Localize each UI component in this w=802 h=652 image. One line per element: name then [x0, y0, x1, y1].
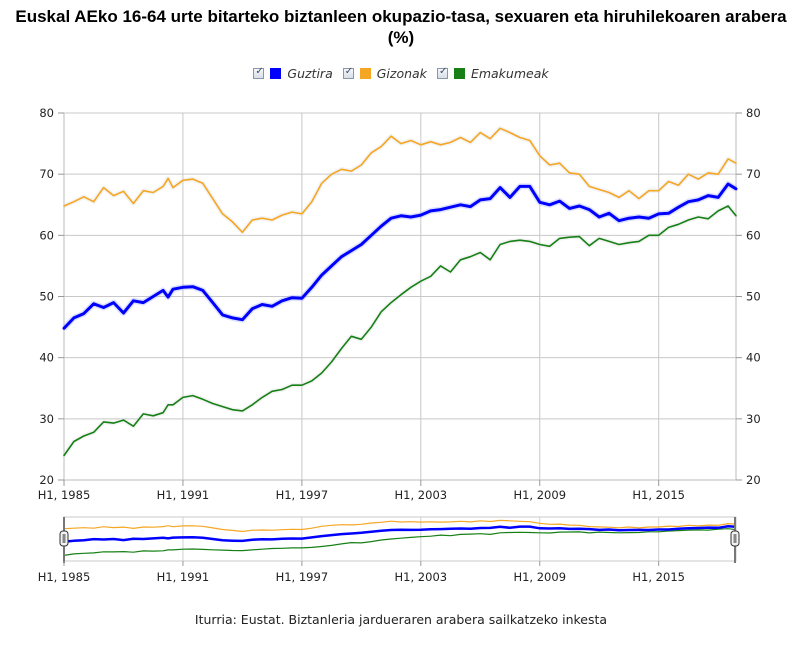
grip-icon — [62, 534, 66, 543]
y-tick-label-right: 70 — [746, 167, 761, 181]
x-axis: H1, 1985 H1, 1991 H1, 1997 H1, 2003 H1, 2009… — [38, 480, 685, 502]
navigator-line-gizonak — [63, 519, 737, 533]
legend-item-emakumeak[interactable]: Emakumeak — [436, 66, 549, 81]
series-line-gizonak — [63, 127, 737, 234]
navigator-x-tick-label: H1, 1997 — [276, 570, 329, 584]
series-line-emakumeak — [63, 205, 737, 457]
legend-swatch-emakumeak — [453, 68, 465, 79]
legend-label-emakumeak: Emakumeak — [470, 66, 549, 81]
legend-swatch-gizonak — [359, 68, 371, 79]
grip-icon — [733, 534, 737, 543]
legend-label-guztira: Guztira — [287, 66, 333, 81]
navigator-line-guztira — [63, 525, 737, 544]
y-tick-label-right: 50 — [746, 290, 761, 304]
y-tick-label: 60 — [39, 228, 54, 242]
x-tick-label: H1, 2015 — [632, 488, 685, 502]
source-note: Iturria: Eustat. Biztanleria jardueraren… — [194, 612, 608, 627]
checkbox-icon[interactable] — [253, 66, 265, 79]
navigator[interactable] — [59, 516, 740, 563]
x-tick-label: H1, 1997 — [276, 488, 329, 502]
navigator-x-tick-label: H1, 1991 — [157, 570, 210, 584]
y-tick-label-right: 80 — [746, 106, 761, 120]
legend-label-gizonak: Gizonak — [376, 66, 427, 81]
x-tick-label: H1, 1985 — [38, 488, 91, 502]
x-tick-label: H1, 2003 — [395, 488, 448, 502]
x-tick-label: H1, 1991 — [157, 488, 210, 502]
series-line-guztira — [62, 182, 738, 330]
y-tick-label: 80 — [39, 106, 54, 120]
y-tick-label: 40 — [39, 351, 54, 365]
y-tick-label: 50 — [39, 290, 54, 304]
navigator-x-tick-label: H1, 1985 — [38, 570, 91, 584]
legend-item-guztira[interactable]: Guztira — [253, 66, 333, 81]
navigator-x-tick-label: H1, 2009 — [513, 570, 566, 584]
legend: Guztira Gizonak Emakumeak — [0, 66, 802, 81]
legend-swatch-guztira — [270, 68, 282, 79]
y-tick-label: 30 — [39, 412, 54, 426]
y-tick-label-right: 30 — [746, 412, 761, 426]
navigator-x-tick-label: H1, 2015 — [632, 570, 685, 584]
series-lines — [61, 126, 738, 457]
legend-item-gizonak[interactable]: Gizonak — [342, 66, 427, 81]
series-shadow-emakumeak — [62, 203, 738, 457]
series-shadow-guztira — [61, 181, 738, 331]
y-tick-label: 70 — [39, 167, 54, 181]
y-tick-label-right: 60 — [746, 228, 761, 242]
chart-title: Euskal AEko 16-64 urte bitarteko biztanl… — [15, 7, 787, 47]
y-tick-label: 20 — [39, 473, 54, 487]
navigator-line-emakumeak — [63, 528, 737, 556]
y-axis-right: 20 30 40 50 60 70 80 — [736, 106, 761, 487]
checkbox-icon[interactable] — [436, 66, 448, 79]
y-axis-left: 20 30 40 50 60 70 80 — [39, 106, 64, 487]
y-tick-label-right: 40 — [746, 351, 761, 365]
y-tick-label-right: 20 — [746, 473, 761, 487]
x-tick-label: H1, 2009 — [513, 488, 566, 502]
navigator-x-tick-label: H1, 2003 — [395, 570, 448, 584]
navigator-x-axis: H1, 1985 H1, 1991 H1, 1997 H1, 2003 H1, 2009… — [38, 561, 685, 584]
checkbox-icon[interactable] — [342, 66, 354, 79]
